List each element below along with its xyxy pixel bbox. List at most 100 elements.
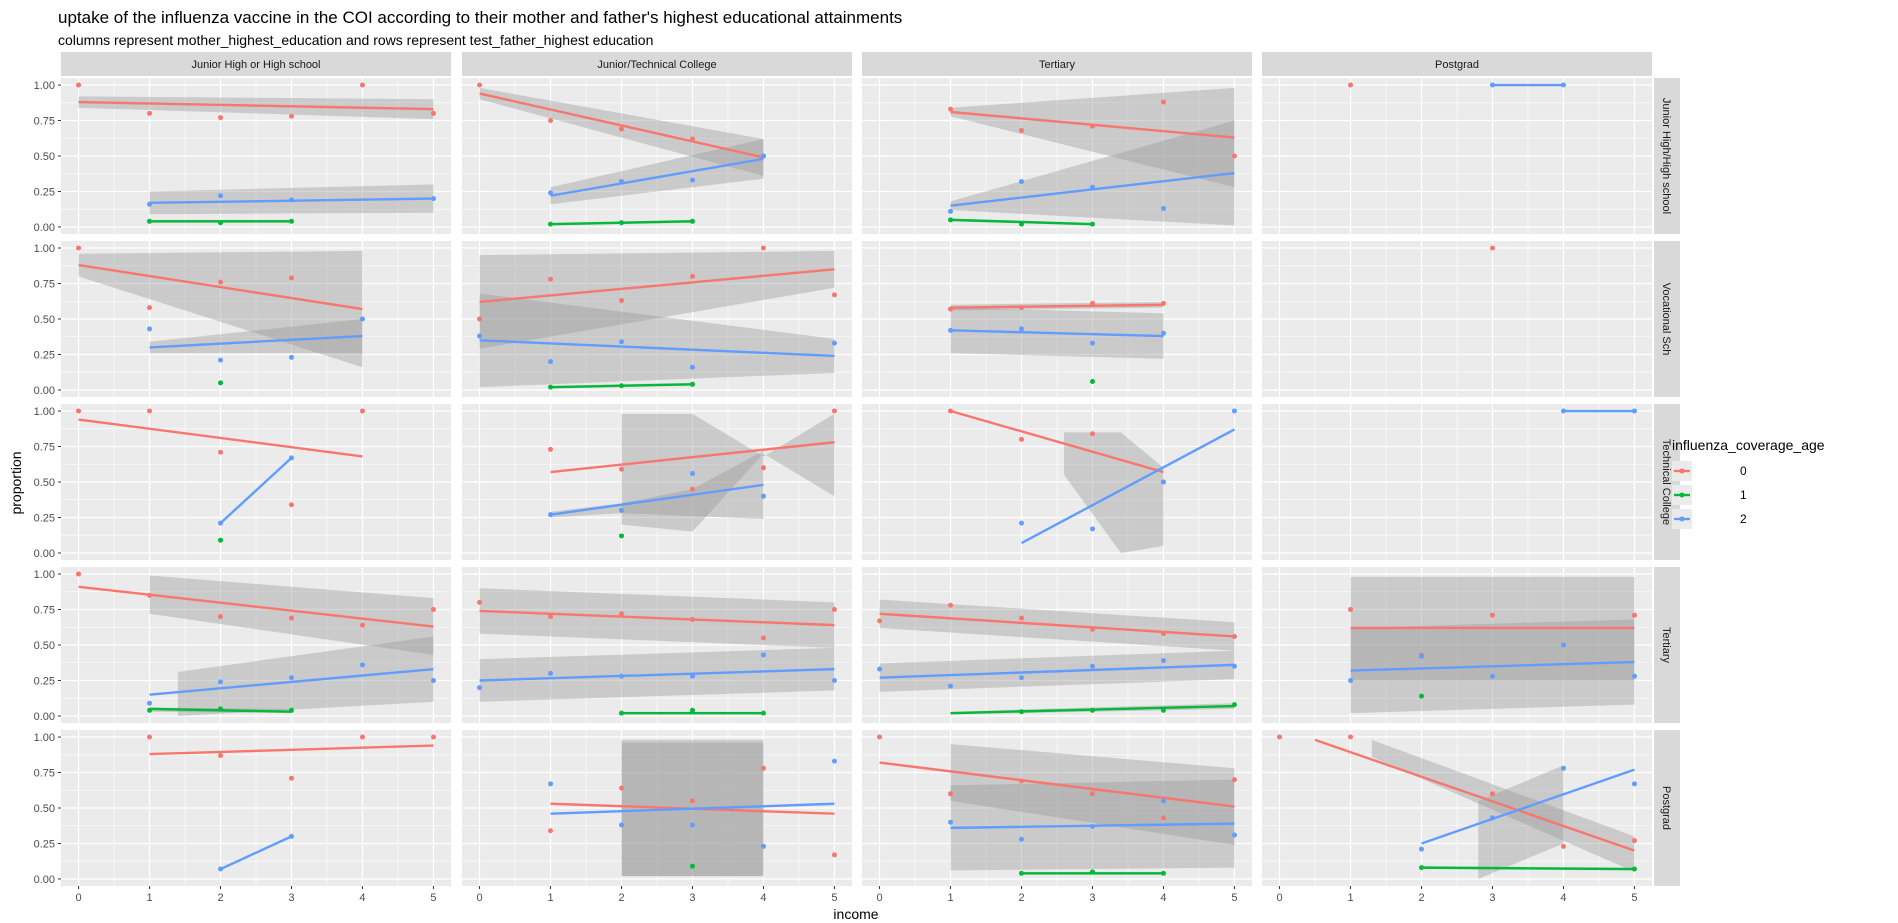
panel-data-r2-c1	[548, 408, 837, 539]
data-point-2	[760, 493, 766, 499]
data-point-0	[477, 599, 483, 605]
data-point-0	[548, 828, 554, 834]
data-point-2	[760, 843, 766, 849]
x-tick-label: 1	[547, 892, 553, 904]
fit-line-2	[950, 329, 1164, 338]
y-tick-label: 0.00	[34, 874, 55, 886]
data-point-2	[948, 819, 954, 825]
data-point-2	[689, 673, 695, 679]
panel-data-r0-c3	[1348, 82, 1566, 88]
x-tick-label: 5	[831, 892, 837, 904]
data-point-1	[619, 220, 625, 226]
data-point-2	[831, 340, 837, 346]
legend-key-point	[1679, 492, 1685, 498]
data-point-0	[359, 734, 365, 740]
data-point-2	[430, 677, 436, 683]
row-strip-label: Junior High/High school	[1660, 98, 1672, 214]
strip-background	[1262, 52, 1652, 76]
column-strip-1: Junior/Technical College	[462, 52, 852, 76]
y-tick-label: 0.00	[34, 548, 55, 560]
data-point-2	[1560, 642, 1566, 648]
data-point-1	[689, 381, 695, 387]
fit-line-2	[879, 663, 1235, 679]
fit-line-0	[879, 612, 1235, 638]
confidence-band-0	[621, 413, 835, 532]
data-point-0	[1089, 791, 1095, 797]
data-point-2	[619, 507, 625, 513]
legend-item-0: 0	[1672, 461, 1747, 481]
facet-panel-r3-c2	[862, 567, 1252, 723]
y-tick-label: 0.25	[34, 838, 55, 850]
data-point-2	[1419, 653, 1425, 659]
panel-data-r1-c0	[76, 245, 365, 386]
y-tick-label: 0.00	[34, 222, 55, 234]
data-point-1	[1160, 870, 1166, 876]
data-point-1	[147, 218, 153, 224]
data-point-1	[548, 384, 554, 390]
facet-panel-r2-c0	[61, 404, 451, 560]
data-point-0	[288, 502, 294, 508]
data-point-1	[1160, 707, 1166, 713]
data-point-1	[619, 383, 625, 389]
fit-line-2	[550, 483, 764, 516]
data-point-0	[1019, 127, 1025, 133]
data-point-0	[831, 292, 837, 298]
data-point-2	[948, 683, 954, 689]
y-tick-label: 1.00	[34, 243, 55, 255]
data-point-1	[1631, 866, 1637, 872]
data-point-2	[1160, 206, 1166, 212]
data-point-0	[1160, 99, 1166, 105]
data-point-0	[1631, 838, 1637, 844]
data-point-0	[1231, 777, 1237, 783]
fit-line-0	[149, 744, 434, 756]
data-point-1	[1419, 865, 1425, 871]
column-strip-label: Tertiary	[1039, 59, 1076, 71]
data-point-1	[288, 707, 294, 713]
strip-background	[862, 52, 1252, 76]
x-tick-label: 0	[476, 892, 482, 904]
strip-background	[1654, 241, 1680, 397]
data-point-0	[1019, 778, 1025, 784]
data-point-2	[1089, 184, 1095, 190]
data-point-0	[1231, 153, 1237, 159]
data-point-2	[218, 866, 224, 872]
data-point-1	[1019, 221, 1025, 227]
data-point-2	[288, 833, 294, 839]
data-point-0	[147, 305, 153, 311]
column-strip-3: Postgrad	[1262, 52, 1652, 76]
strip-background	[1654, 78, 1680, 234]
panel-data-r4-c3	[1277, 734, 1637, 879]
data-point-2	[1489, 82, 1495, 88]
legend-item-1: 1	[1672, 485, 1747, 505]
data-point-2	[147, 201, 153, 207]
confidence-band-0	[479, 250, 835, 349]
data-point-0	[359, 622, 365, 628]
data-point-1	[689, 218, 695, 224]
data-point-2	[1089, 526, 1095, 532]
panel-data-r1-c2	[948, 300, 1166, 384]
data-point-2	[1631, 781, 1637, 787]
data-point-2	[359, 316, 365, 322]
x-tick-label: 2	[217, 892, 223, 904]
fit-line-0	[479, 609, 835, 627]
data-point-2	[689, 822, 695, 828]
data-point-0	[218, 449, 224, 455]
data-point-2	[288, 354, 294, 360]
facet-panel-r1-c3	[1262, 241, 1652, 397]
data-point-1	[689, 863, 695, 869]
data-point-2	[1089, 823, 1095, 829]
data-point-0	[147, 734, 153, 740]
fit-line-2	[149, 334, 363, 349]
data-point-2	[548, 781, 554, 787]
facet-panel-r0-c2	[862, 78, 1252, 234]
data-point-0	[619, 611, 625, 617]
facet-panel-r4-c0	[61, 730, 451, 886]
facet-panels	[61, 78, 1652, 886]
panel-data-r2-c2	[948, 408, 1237, 553]
data-point-0	[477, 316, 483, 322]
y-tick-label: 0.25	[34, 512, 55, 524]
facet-panel-r4-c3	[1262, 730, 1652, 886]
data-point-1	[689, 707, 695, 713]
data-point-0	[689, 273, 695, 279]
data-point-2	[548, 190, 554, 196]
